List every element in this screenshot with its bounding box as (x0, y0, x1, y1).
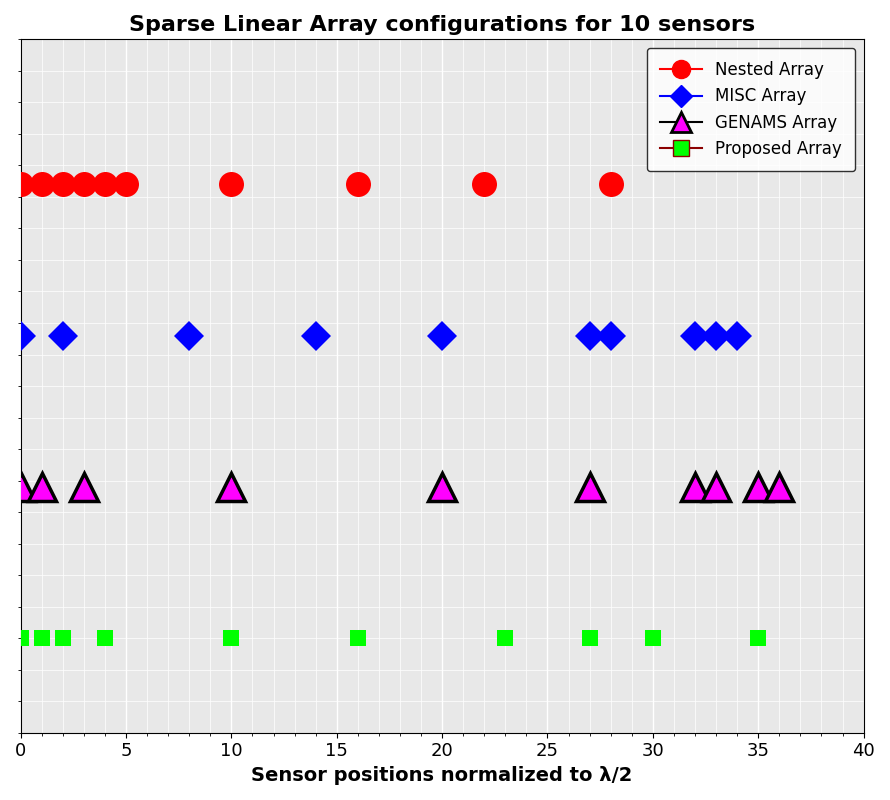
Legend: Nested Array, MISC Array, GENAMS Array, Proposed Array: Nested Array, MISC Array, GENAMS Array, … (647, 48, 855, 171)
X-axis label: Sensor positions normalized to λ/2: Sensor positions normalized to λ/2 (252, 766, 633, 785)
Title: Sparse Linear Array configurations for 10 sensors: Sparse Linear Array configurations for 1… (129, 15, 756, 35)
